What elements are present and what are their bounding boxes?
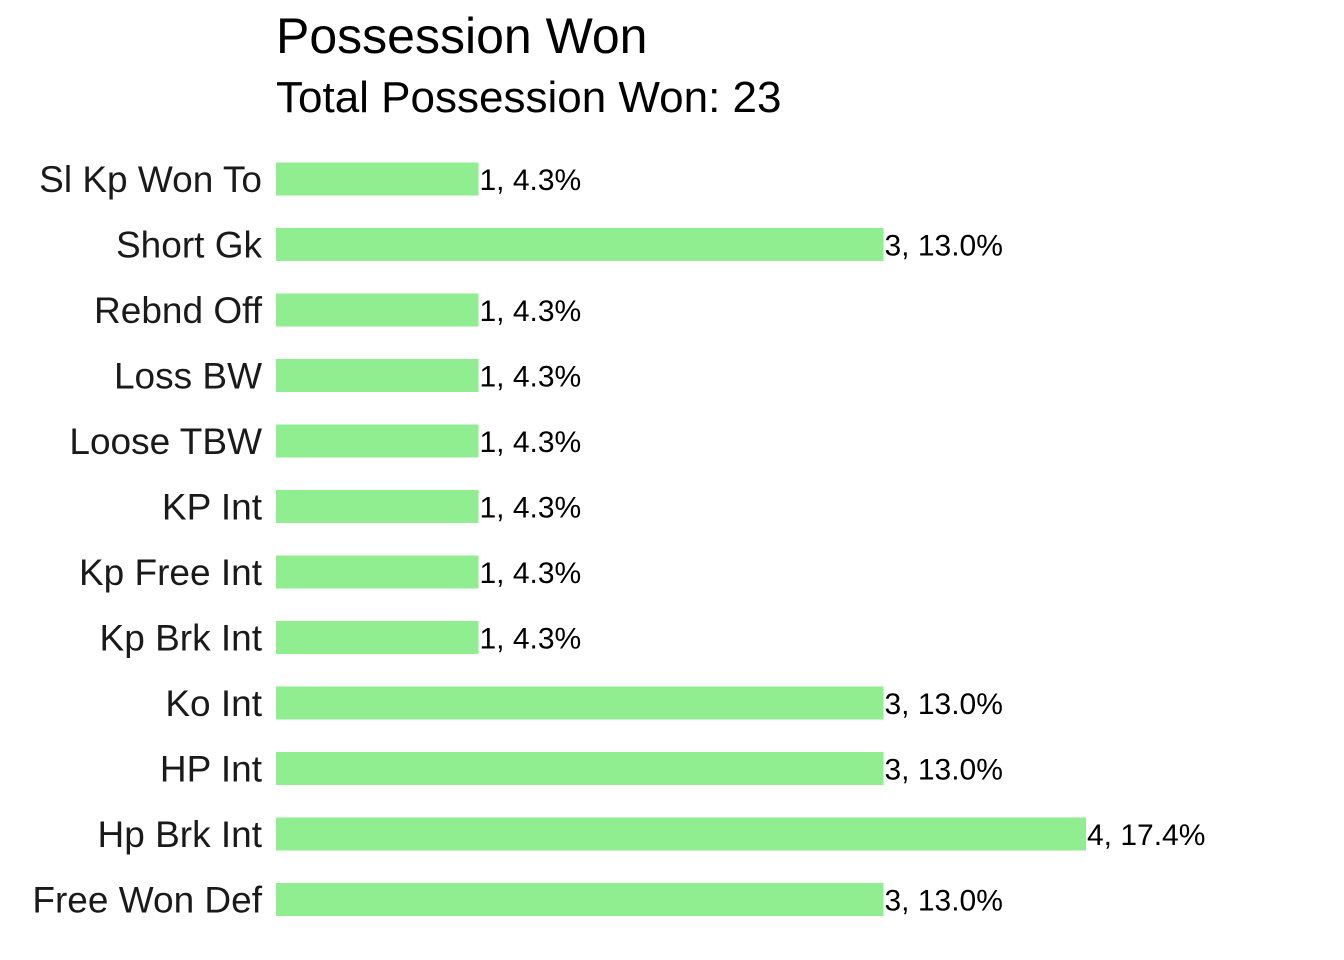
category-label: Hp Brk Int <box>98 814 263 855</box>
data-label: 1, 4.3% <box>480 164 582 197</box>
chart-title: Possession Won <box>276 8 648 64</box>
bar <box>276 555 479 589</box>
bar <box>276 359 479 392</box>
category-label: KP Int <box>162 487 263 528</box>
bar <box>276 490 479 523</box>
bar <box>276 817 1086 851</box>
data-label: 3, 13.0% <box>885 754 1003 787</box>
category-label: Loose TBW <box>69 421 262 462</box>
data-label: 3, 13.0% <box>885 885 1003 918</box>
category-label: Ko Int <box>165 683 262 724</box>
bar <box>276 621 479 654</box>
category-label: Short Gk <box>116 225 262 266</box>
bar <box>276 752 884 785</box>
data-label: 1, 4.3% <box>480 295 582 328</box>
bar <box>276 293 479 327</box>
category-label: Kp Brk Int <box>100 618 263 659</box>
category-label: Sl Kp Won To <box>39 159 262 200</box>
bar <box>276 228 884 261</box>
category-label: Rebnd Off <box>94 290 263 331</box>
data-label: 3, 13.0% <box>885 688 1003 721</box>
bar <box>276 883 884 916</box>
category-label: HP Int <box>160 749 263 790</box>
data-label: 1, 4.3% <box>480 426 582 459</box>
chart-subtitle: Total Possession Won: 23 <box>276 73 782 122</box>
data-label: 3, 13.0% <box>885 230 1003 263</box>
data-label: 4, 17.4% <box>1087 819 1205 852</box>
bar <box>276 424 479 458</box>
data-label: 1, 4.3% <box>480 361 582 394</box>
data-label: 1, 4.3% <box>480 492 582 525</box>
bar <box>276 162 479 196</box>
data-label: 1, 4.3% <box>480 623 582 656</box>
category-label: Kp Free Int <box>79 552 263 593</box>
category-label: Loss BW <box>114 356 262 397</box>
category-label: Free Won Def <box>32 880 262 921</box>
bar <box>276 686 884 720</box>
data-label: 1, 4.3% <box>480 557 582 590</box>
